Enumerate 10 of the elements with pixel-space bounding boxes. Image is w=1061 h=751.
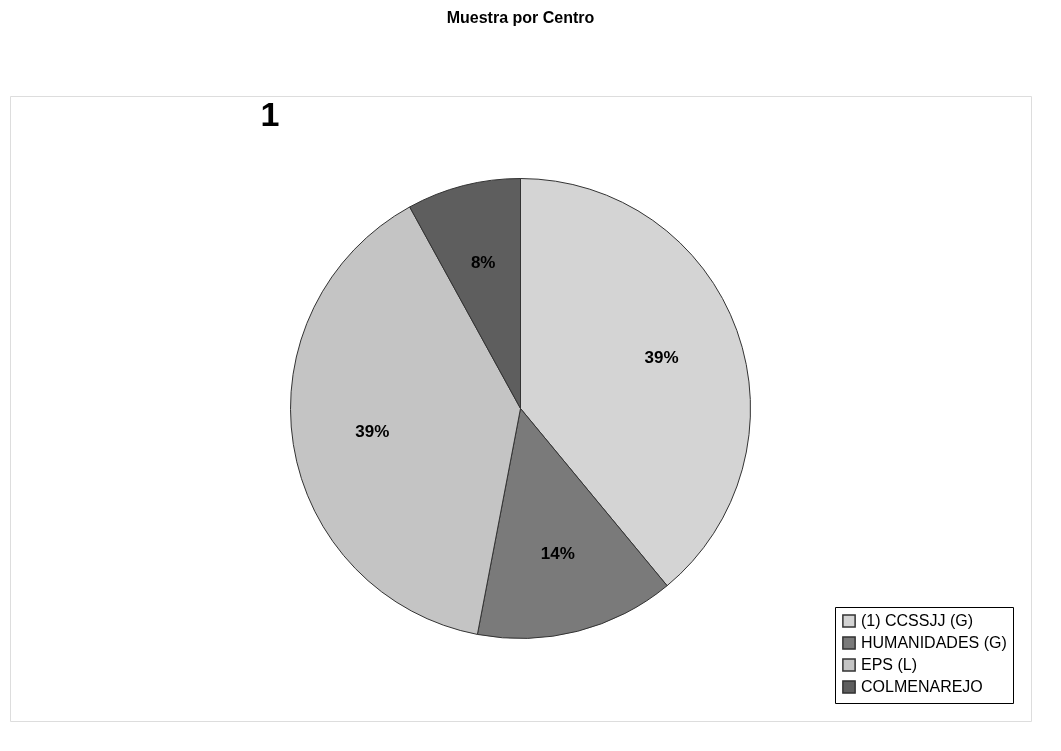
- legend-label: (1) CCSSJJ (G): [861, 612, 973, 629]
- data-label: 39%: [644, 347, 679, 367]
- legend-label: COLMENAREJO: [861, 678, 983, 695]
- chart-title: Muestra por Centro: [446, 9, 595, 26]
- legend-label: HUMANIDADES (G): [861, 634, 1007, 651]
- data-label: 8%: [470, 253, 496, 273]
- legend-label: EPS (L): [861, 656, 918, 673]
- data-label: 14%: [540, 543, 575, 563]
- data-label: 39%: [355, 421, 390, 441]
- text: 1: [260, 95, 280, 133]
